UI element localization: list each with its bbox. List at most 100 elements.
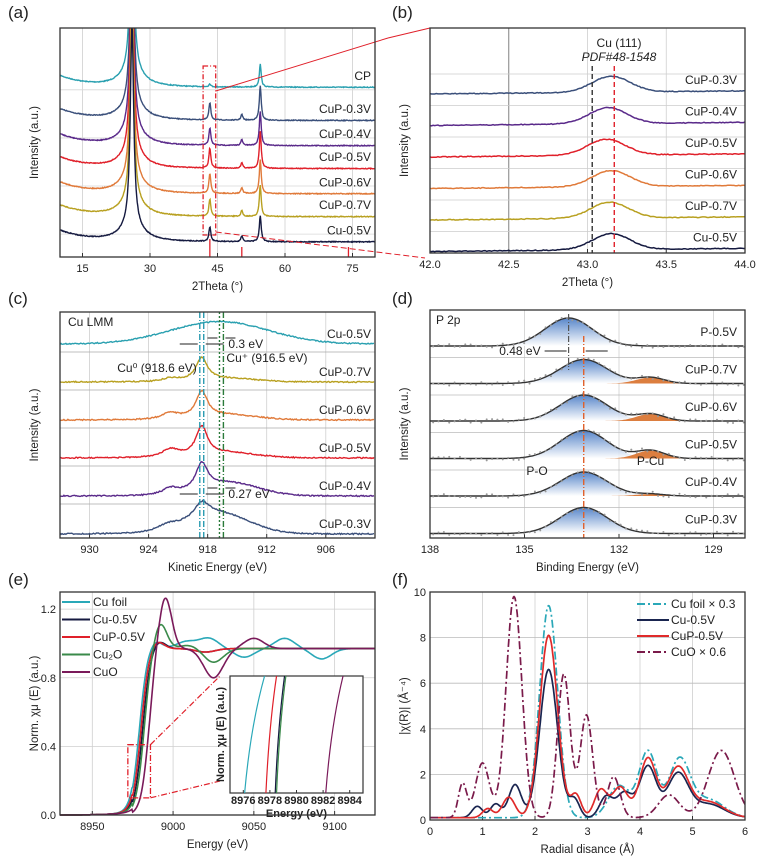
x-tick-label: 9050 bbox=[242, 821, 266, 833]
panel-label: (d) bbox=[392, 289, 413, 308]
annotation-cuplus: Cu⁺ (916.5 eV) bbox=[226, 351, 307, 365]
inset-x-tick-label: 8984 bbox=[337, 795, 362, 807]
data-point bbox=[592, 430, 595, 433]
data-point bbox=[555, 368, 558, 371]
data-point bbox=[474, 457, 477, 460]
data-point bbox=[710, 494, 713, 497]
data-point bbox=[640, 374, 643, 377]
data-point bbox=[544, 374, 547, 377]
data-point bbox=[491, 346, 494, 349]
data-point bbox=[651, 346, 654, 349]
data-point bbox=[523, 457, 526, 460]
data-point bbox=[624, 344, 627, 347]
data-point bbox=[630, 490, 633, 493]
legend-label: Cu foil × 0.3 bbox=[671, 597, 736, 611]
data-point bbox=[474, 496, 477, 499]
data-point bbox=[432, 421, 435, 424]
data-point bbox=[533, 490, 536, 493]
y-tick-label: 0.4 bbox=[41, 741, 56, 753]
data-point bbox=[587, 357, 590, 360]
data-point bbox=[458, 455, 461, 458]
series-label: CuP-0.3V bbox=[319, 102, 371, 116]
data-point bbox=[432, 533, 435, 536]
data-point bbox=[512, 534, 515, 537]
x-tick-label: 60 bbox=[279, 263, 291, 275]
data-point bbox=[598, 433, 601, 436]
data-point bbox=[474, 419, 477, 422]
data-point bbox=[523, 532, 526, 535]
data-point bbox=[598, 362, 601, 365]
data-point bbox=[442, 493, 445, 496]
plot-frame bbox=[59, 311, 376, 539]
data-point bbox=[533, 531, 536, 534]
x-axis-label: Radial disance (Å) bbox=[541, 843, 635, 856]
data-point bbox=[566, 316, 569, 319]
data-point bbox=[742, 532, 745, 535]
data-point bbox=[624, 376, 627, 379]
data-point bbox=[474, 532, 477, 535]
data-point bbox=[555, 520, 558, 523]
inset-frame bbox=[229, 675, 364, 794]
x-tick-label: 912 bbox=[258, 544, 276, 556]
data-point bbox=[646, 376, 649, 379]
data-point bbox=[437, 344, 440, 347]
data-point bbox=[608, 340, 611, 343]
data-point bbox=[640, 447, 643, 450]
data-point bbox=[453, 533, 456, 536]
data-point bbox=[469, 532, 472, 535]
data-point bbox=[662, 346, 665, 349]
data-point bbox=[523, 417, 526, 420]
data-point bbox=[592, 396, 595, 399]
panel-label: (e) bbox=[8, 570, 29, 589]
data-point bbox=[705, 344, 708, 347]
series-label: CuP-0.5V bbox=[685, 136, 737, 150]
data-point bbox=[512, 458, 515, 461]
data-point bbox=[442, 383, 445, 386]
data-point bbox=[678, 532, 681, 535]
x-tick-label: 930 bbox=[80, 544, 98, 556]
data-point bbox=[474, 344, 477, 347]
data-point bbox=[608, 519, 611, 522]
y-tick-label: 0 bbox=[420, 815, 426, 827]
panel-label: (a) bbox=[8, 3, 29, 22]
data-point bbox=[689, 457, 692, 460]
data-point bbox=[624, 527, 627, 530]
legend-label: Cu foil bbox=[93, 595, 127, 609]
series-line-CuP-0.6V bbox=[60, 28, 375, 196]
data-point bbox=[651, 532, 654, 535]
data-point bbox=[651, 448, 654, 451]
series-label: CuP-0.3V bbox=[685, 73, 737, 87]
series-label: CuP-0.6V bbox=[319, 175, 371, 189]
data-point bbox=[715, 530, 718, 533]
data-point bbox=[737, 384, 740, 387]
data-point bbox=[732, 530, 735, 533]
data-point bbox=[512, 493, 515, 496]
data-point bbox=[528, 336, 531, 339]
series-label: CuP-0.5V bbox=[319, 441, 371, 455]
data-point bbox=[560, 368, 563, 371]
data-point bbox=[705, 533, 708, 536]
data-point bbox=[689, 382, 692, 385]
data-point bbox=[464, 382, 467, 385]
data-point bbox=[721, 419, 724, 422]
data-point bbox=[566, 401, 569, 404]
data-point bbox=[571, 434, 574, 437]
series-line-CuP-0.6V bbox=[59, 389, 375, 422]
y-tick-label: 10 bbox=[414, 587, 426, 599]
series-line-CuP-0.6V bbox=[429, 169, 746, 190]
data-point bbox=[549, 375, 552, 378]
data-point bbox=[630, 377, 633, 380]
data-point bbox=[453, 457, 456, 460]
data-point bbox=[539, 415, 542, 418]
series-label: CuP-0.4V bbox=[685, 105, 737, 119]
data-point bbox=[619, 342, 622, 345]
data-point bbox=[603, 438, 606, 441]
data-point bbox=[517, 495, 520, 498]
data-point bbox=[432, 382, 435, 385]
x-tick-label: 44.0 bbox=[734, 259, 755, 271]
series-label: CuP-0.4V bbox=[319, 479, 371, 493]
data-point bbox=[667, 534, 670, 537]
annotation-shift: 0.48 eV bbox=[499, 344, 540, 358]
inset-line-Cu foil bbox=[244, 675, 266, 794]
data-point bbox=[464, 531, 467, 534]
